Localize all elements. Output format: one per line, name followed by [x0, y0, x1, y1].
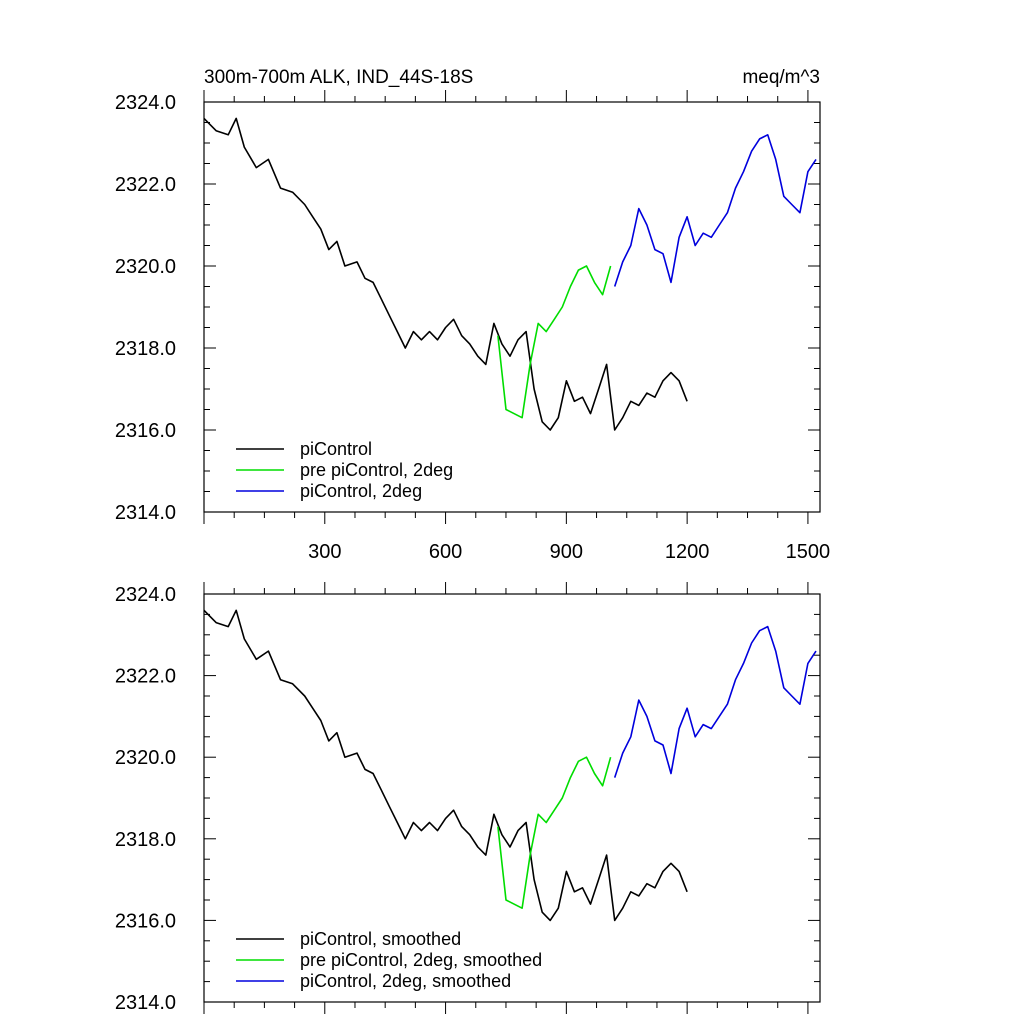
- plot-frame: [203, 101, 821, 513]
- chart-units-label: meq/m^3: [742, 67, 820, 88]
- series-line-3: [613, 625, 817, 778]
- x-tick-label: 300: [308, 541, 341, 563]
- y-tick-label: 2320.0: [115, 747, 176, 769]
- series-line-2: [497, 756, 612, 909]
- x-tick-label: 600: [429, 541, 462, 563]
- series-line-1: [203, 609, 688, 922]
- series-line-3: [613, 134, 817, 287]
- legend-label-2: pre piControl, 2deg, smoothed: [300, 950, 542, 970]
- y-tick-label: 2314.0: [115, 502, 176, 524]
- x-tick-label: 1200: [665, 541, 710, 563]
- y-tick-label: 2316.0: [115, 910, 176, 932]
- top-panel: 2314.0 2316.0 2318.0 2320.0 2322.0 2324.0 300 6…: [115, 90, 830, 563]
- legend-label-2: pre piControl, 2deg: [300, 460, 453, 480]
- x-tick-label: 1500: [786, 541, 831, 563]
- y-tick-label: 2318.0: [115, 829, 176, 851]
- y-tick-label: 2324.0: [115, 584, 176, 606]
- series-line-1: [203, 117, 688, 431]
- legend-label-1: piControl, smoothed: [300, 929, 461, 949]
- y-tick-label: 2322.0: [115, 666, 176, 688]
- y-tick-label: 2322.0: [115, 174, 176, 196]
- y-tick-label: 2314.0: [115, 992, 176, 1014]
- y-tick-label: 2318.0: [115, 338, 176, 360]
- y-tick-label: 2324.0: [115, 92, 176, 114]
- series-line-2: [497, 265, 612, 419]
- legend-label-3: piControl, 2deg, smoothed: [300, 971, 511, 991]
- plot-frame: [203, 593, 821, 1003]
- chart-title: 300m-700m ALK, IND_44S-18S: [204, 67, 473, 88]
- legend-label-3: piControl, 2deg: [300, 481, 422, 501]
- y-tick-label: 2320.0: [115, 256, 176, 278]
- legend-label-1: piControl: [300, 439, 372, 459]
- y-tick-label: 2316.0: [115, 420, 176, 442]
- bottom-panel: 2314.0 2316.0 2318.0 2320.0 2322.0 2324.0 piCo…: [115, 582, 821, 1014]
- x-tick-label: 900: [550, 541, 583, 563]
